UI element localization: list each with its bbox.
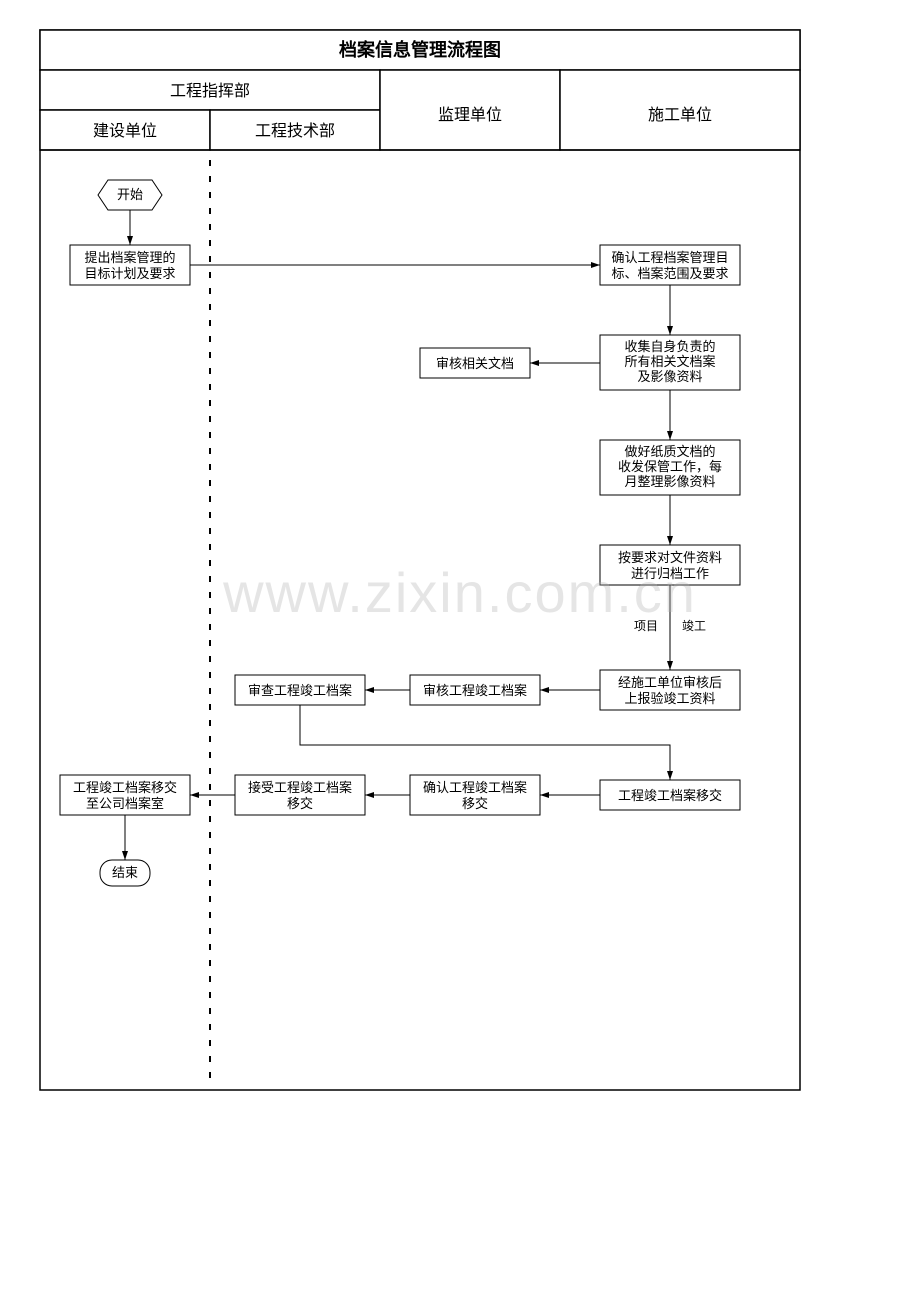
- node-n12-l1: 接受工程竣工档案: [248, 780, 352, 795]
- diagram-title: 档案信息管理流程图: [339, 39, 501, 60]
- node-n5-l2: 收发保管工作，每: [618, 459, 722, 474]
- node-n2-l1: 确认工程档案管理目: [611, 250, 728, 265]
- node-n3-l1: 收集自身负责的: [624, 339, 715, 354]
- node-n11-l1: 确认工程竣工档案: [423, 780, 527, 795]
- node-n2-l2: 标、档案范围及要求: [611, 266, 728, 281]
- node-n4-l1: 审核相关文档: [436, 356, 514, 371]
- node-n5-l1: 做好纸质文档的: [624, 444, 715, 459]
- node-n13-l1: 工程竣工档案移交: [73, 780, 177, 795]
- node-n1-l2: 目标计划及要求: [84, 266, 175, 281]
- node-n6-l1: 按要求对文件资料: [618, 550, 722, 565]
- flowchart-svg: 档案信息管理流程图 工程指挥部 建设单位 工程技术部 监理单位 施工单位 开始: [20, 20, 820, 1110]
- header-c2: 工程技术部: [255, 122, 335, 140]
- header-group: 工程指挥部: [170, 82, 250, 100]
- node-n7-l1: 经施工单位审核后: [618, 675, 722, 690]
- node-n9-l1: 审查工程竣工档案: [248, 683, 352, 698]
- edge-label-proj2: 竣工: [682, 618, 706, 633]
- start-label: 开始: [117, 187, 143, 202]
- edge-label-proj: 项目: [634, 619, 658, 633]
- node-n8-l1: 审核工程竣工档案: [423, 683, 527, 698]
- node-n10-l1: 工程竣工档案移交: [618, 788, 722, 803]
- node-n6-l2: 进行归档工作: [631, 566, 709, 581]
- header-c1: 建设单位: [93, 122, 157, 140]
- node-n3-l3: 及影像资料: [637, 369, 702, 384]
- node-n3-l2: 所有相关文档案: [624, 354, 715, 369]
- end-label: 结束: [112, 865, 138, 880]
- node-n1-l1: 提出档案管理的: [84, 250, 175, 265]
- node-n5-l3: 月整理影像资料: [624, 474, 715, 489]
- header-c4: 施工单位: [648, 106, 712, 124]
- node-n11-l2: 移交: [462, 796, 488, 811]
- node-n7-l2: 上报验竣工资料: [624, 691, 715, 706]
- flowchart-page: www.zixin.com.cn 档案信息管理流程图 工程指挥部 建设单位 工程…: [20, 20, 900, 1282]
- header-c3: 监理单位: [438, 106, 502, 124]
- node-n13-l2: 至公司档案室: [86, 796, 164, 811]
- node-n12-l2: 移交: [287, 796, 313, 811]
